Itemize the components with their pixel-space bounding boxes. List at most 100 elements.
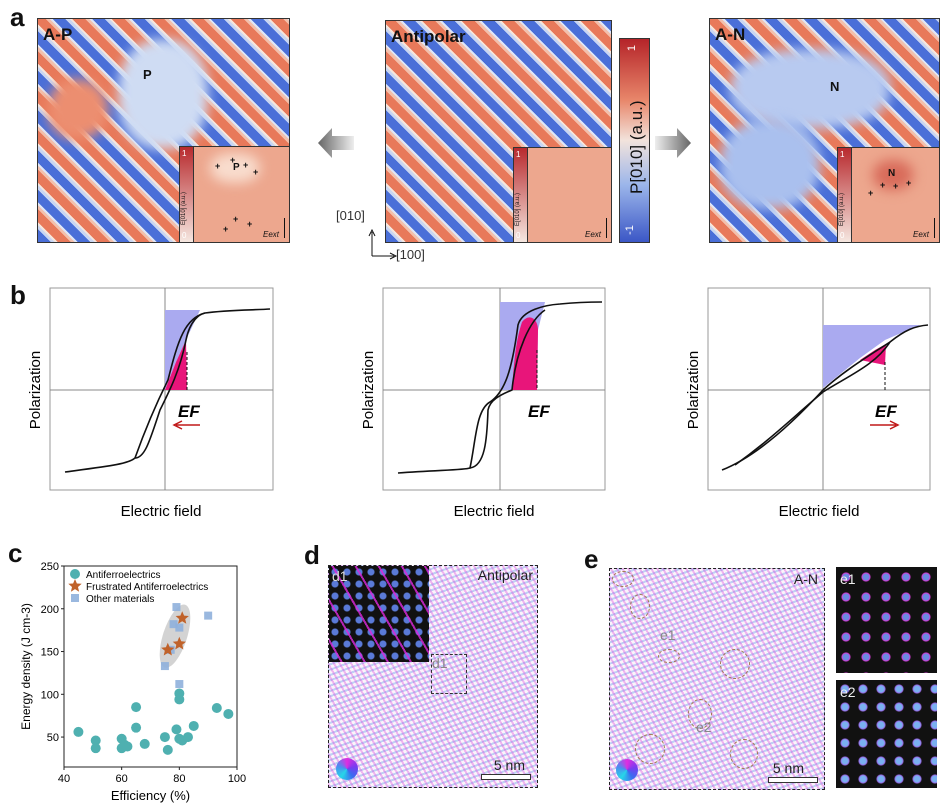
legend-marker	[68, 579, 82, 592]
field-inset: 1 0 E[010] (a.u.) Eext	[513, 147, 611, 242]
panel-label-b: b	[10, 280, 26, 310]
data-point-circle	[90, 735, 101, 746]
loop-a-n: EF Polarization Electric field	[685, 287, 931, 520]
polarization-colorbar: 1 -1 P[010] (a.u.)	[619, 38, 650, 243]
y-tick-label: 100	[41, 689, 59, 701]
data-point-circle	[122, 741, 133, 752]
svg-text:Polarization: Polarization	[27, 351, 44, 429]
axis-100-label: [100]	[396, 247, 425, 262]
legend-label: Other materials	[86, 594, 154, 605]
data-point-circle	[188, 720, 199, 731]
legend-marker	[71, 594, 79, 602]
y-tick-label: 200	[41, 604, 59, 616]
hysteresis-loops: EF Polarization Electric field EF Polari…	[27, 287, 931, 520]
map-title: Antipolar	[391, 27, 466, 46]
field-inset: 1 0 E[010] (a.u.) N + + + + Eext	[837, 147, 939, 242]
x-tick-label: 60	[116, 773, 128, 785]
data-point-circle	[174, 694, 185, 705]
data-point-circle	[90, 743, 101, 754]
plot-frame	[63, 565, 238, 768]
stem-label: Antipolar	[477, 567, 533, 583]
data-point-square	[175, 680, 184, 689]
legend-marker	[70, 569, 80, 579]
data-point-circle	[131, 702, 142, 713]
data-point-circle	[182, 732, 193, 743]
arrow-left-icon	[172, 420, 200, 430]
data-point-circle	[73, 726, 84, 737]
nonpolar-domain	[730, 49, 890, 129]
y-tick-label: 50	[47, 732, 59, 744]
x-tick-label: 40	[58, 773, 70, 785]
x-tick-label: 100	[228, 773, 246, 785]
loop-antipolar: EF Polarization Electric field	[360, 287, 606, 520]
svg-text:Electric field: Electric field	[121, 503, 202, 520]
map-title: A-P	[43, 25, 73, 44]
data-point-square	[204, 611, 213, 620]
data-point-circle	[223, 708, 234, 719]
stem-map-a-n: A-N e1 e2 5 nm	[609, 568, 825, 790]
data-point-square	[169, 620, 178, 629]
data-point-circle	[171, 724, 182, 735]
d1-inset: d1	[329, 566, 429, 662]
scale-label: 5 nm	[772, 760, 804, 776]
scale-label: 5 nm	[493, 757, 525, 773]
y-tick-label: 150	[41, 647, 59, 659]
x-axis-label: Efficiency (%)	[111, 788, 190, 803]
svg-text:Electric field: Electric field	[779, 503, 860, 520]
left-arrow-icon	[318, 128, 354, 158]
d1-region-box: d1	[431, 654, 467, 694]
y-axis-label: Energy density (J cm-3)	[19, 603, 33, 730]
domain-label: P	[143, 67, 152, 82]
map-a-p: A-P P 1 0 E[010] (a.u.) P + + + + + + + Eext	[37, 18, 290, 243]
color-wheel-icon	[336, 758, 358, 780]
loop-a-p: EF Polarization Electric field	[27, 287, 274, 520]
region-e1-label: e1	[660, 627, 676, 643]
map-antipolar: Antipolar 1 0 E[010] (a.u.) Eext	[385, 20, 612, 243]
polar-domain	[118, 39, 208, 149]
field-inset: 1 0 E[010] (a.u.) P + + + + + + + Eext	[179, 146, 289, 242]
domain-label: N	[830, 79, 840, 94]
e2-inset: e2	[836, 680, 937, 788]
data-point-circle	[162, 744, 173, 755]
data-point-circle	[131, 722, 142, 733]
data-point-star	[161, 642, 175, 656]
arrow-right-icon	[870, 420, 900, 430]
data-point-circle	[211, 702, 222, 713]
stem-label: A-N	[793, 571, 818, 587]
stem-map-antipolar: d1 Antipolar d1 5 nm	[328, 565, 538, 788]
e1-inset: e1	[836, 567, 937, 673]
data-point-star	[172, 636, 186, 650]
svg-text:Polarization: Polarization	[360, 351, 377, 429]
data-point-square	[172, 603, 181, 612]
map-a-n: A-N N 1 0 E[010] (a.u.) N + + + + Eext	[709, 18, 940, 243]
axis-010-label: [010]	[336, 208, 365, 223]
data-point-square	[160, 662, 169, 671]
svg-text:Electric field: Electric field	[454, 503, 535, 520]
highlight-ellipse	[159, 604, 191, 668]
svg-text:EF: EF	[875, 402, 897, 421]
panel-label-e: e	[584, 544, 599, 574]
panel-label-a: a	[10, 2, 25, 32]
legend-label: Frustrated Antiferroelectrics	[86, 582, 208, 593]
svg-text:Polarization: Polarization	[685, 351, 702, 429]
data-point-circle	[139, 738, 150, 749]
y-tick-label: 250	[41, 561, 59, 573]
panel-label-d: d	[304, 540, 320, 570]
data-point-square	[175, 623, 184, 632]
ef-label: EF	[178, 402, 200, 421]
data-point-circle	[159, 732, 170, 743]
scale-bar	[768, 777, 818, 783]
data-point-star	[175, 611, 189, 624]
map-title: A-N	[715, 25, 746, 44]
domain-patch	[48, 79, 108, 139]
panel-label-c: c	[8, 538, 23, 568]
svg-text:EF: EF	[528, 402, 550, 421]
x-tick-label: 80	[173, 773, 185, 785]
right-arrow-icon	[655, 128, 691, 158]
axes-icon	[368, 228, 398, 260]
scatter-chart: 40 60 80 100 50 100 150 200 250 Efficiency (%) Ene…	[19, 561, 246, 803]
inset-colorbar: 1 0 E[010] (a.u.)	[180, 147, 194, 242]
colorbar-label: P[010] (a.u.)	[627, 100, 646, 194]
scale-bar	[481, 774, 531, 780]
region-e2-label: e2	[696, 719, 712, 735]
